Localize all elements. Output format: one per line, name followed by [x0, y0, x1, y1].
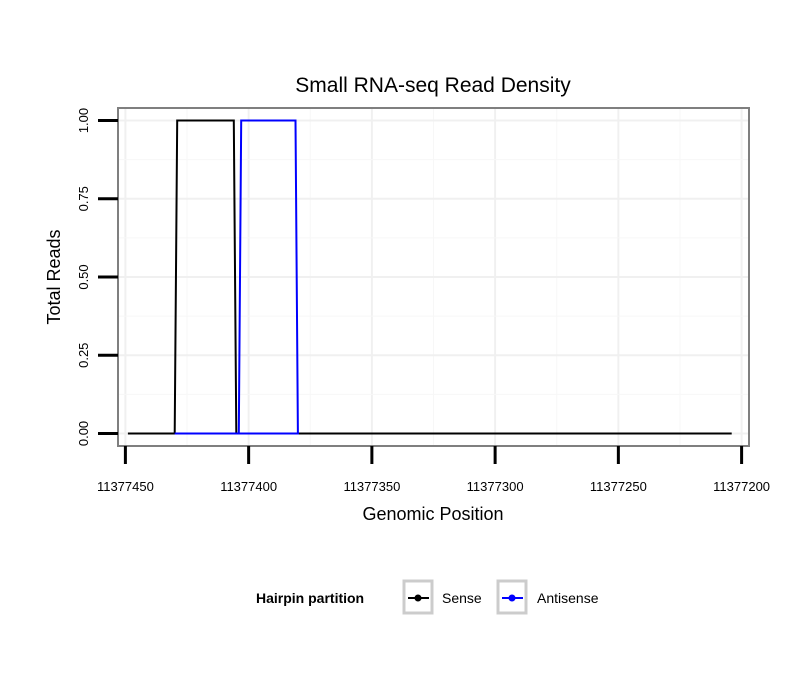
legend-key-sense-point: [414, 594, 422, 602]
y-axis: 0.00 0.25 0.50 0.75 1.00: [76, 108, 118, 446]
x-tick-label: 11377400: [220, 479, 277, 494]
legend: Hairpin partition Sense Antisense: [256, 579, 599, 615]
legend-label-sense: Sense: [442, 590, 482, 606]
chart-title: Small RNA-seq Read Density: [295, 74, 571, 97]
series-group: [127, 119, 732, 435]
x-tick-label: 11377250: [590, 479, 647, 494]
legend-key-antisense-point: [508, 594, 516, 602]
x-tick-label: 11377350: [343, 479, 400, 494]
x-tick-label: 11377300: [467, 479, 524, 494]
grid: [118, 108, 749, 446]
y-tick-label: 0.25: [76, 343, 91, 368]
y-tick-label: 1.00: [76, 108, 91, 133]
series-line-sense: [127, 119, 732, 435]
x-tick-label: 11377200: [713, 479, 770, 494]
y-axis-label: Total Reads: [44, 229, 64, 324]
y-tick-label: 0.00: [76, 421, 91, 446]
legend-title: Hairpin partition: [256, 590, 364, 606]
series-line-antisense: [174, 119, 299, 435]
legend-label-antisense: Antisense: [537, 590, 599, 606]
y-tick-label: 0.50: [76, 264, 91, 289]
y-tick-label: 0.75: [76, 186, 91, 211]
x-tick-label: 11377450: [97, 479, 154, 494]
x-axis: 11377450 11377400 11377350 11377300 11377250…: [97, 446, 770, 494]
x-axis-label: Genomic Position: [362, 504, 503, 524]
